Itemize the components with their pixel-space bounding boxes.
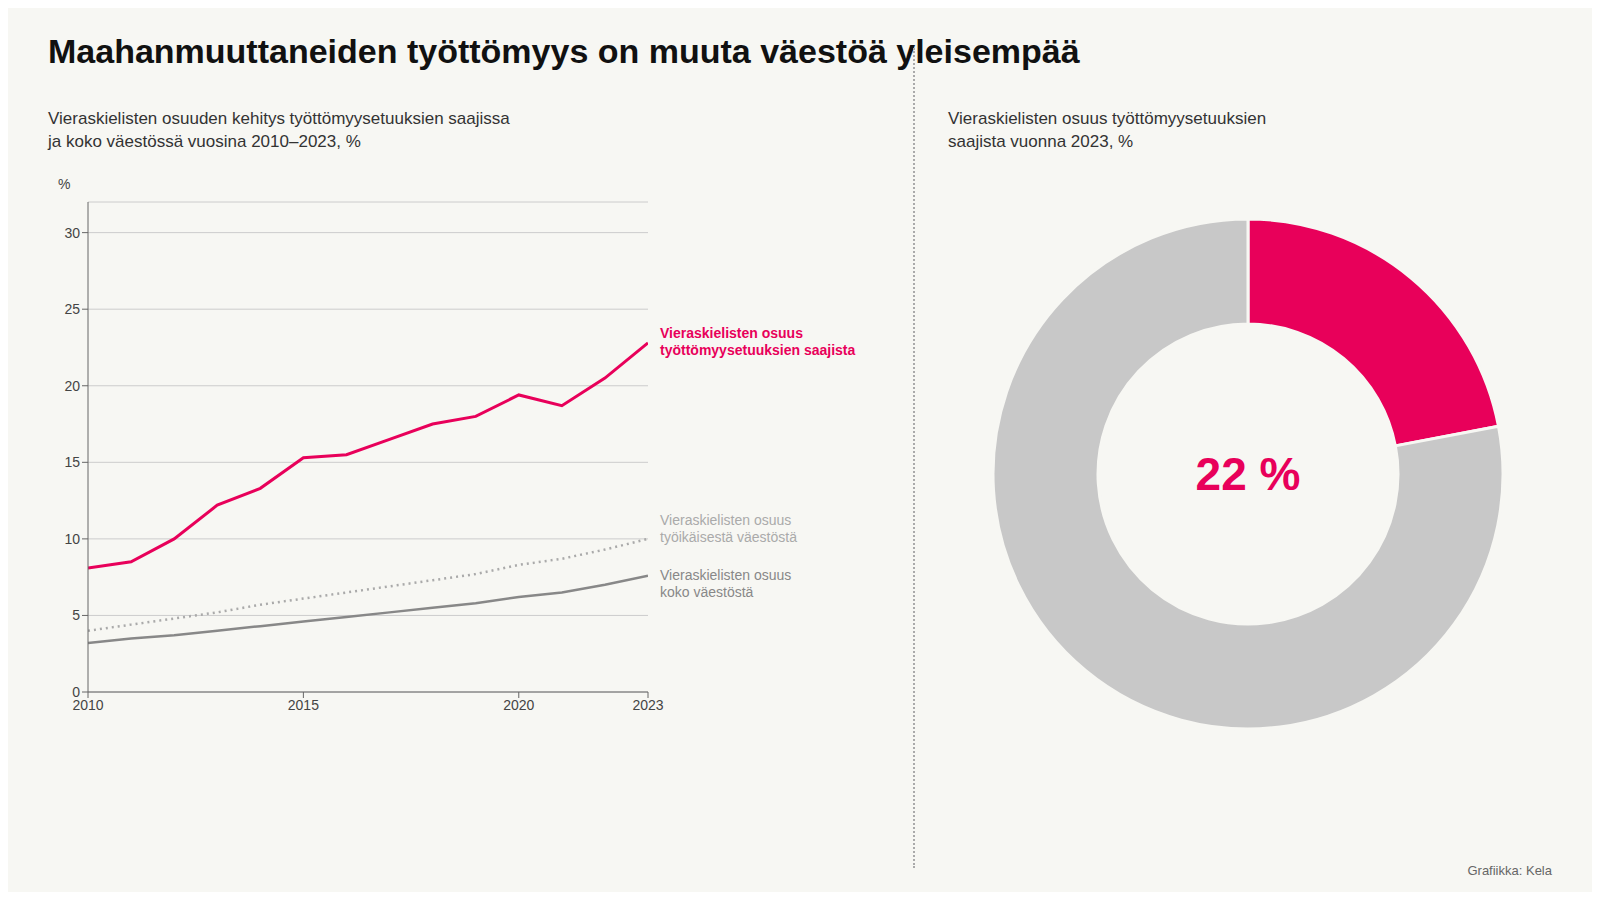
html-text:Maahanmuuttaneiden työttömyys: Maahanmuuttaneiden työttömyys on muuta v… bbox=[48, 32, 1080, 70]
html-text:22 %: 22 % bbox=[1195, 447, 1301, 500]
svg-text:Vieraskielisten osuuskoko väes: Vieraskielisten osuuskoko väestöstä bbox=[660, 567, 791, 600]
html-text:Vieraskielisten osuuden kehity: Vieraskielisten osuuden kehitys työttömy… bbox=[48, 109, 510, 151]
svg-text:25: 25 bbox=[64, 301, 80, 317]
svg-text:10: 10 bbox=[64, 531, 80, 547]
svg-text:20: 20 bbox=[64, 378, 80, 394]
svg-text:2015: 2015 bbox=[288, 697, 319, 713]
svg-text:0: 0 bbox=[72, 684, 80, 700]
html-text:Grafiikka: Kela: Grafiikka: Kela bbox=[1467, 863, 1552, 878]
svg-text:30: 30 bbox=[64, 224, 80, 240]
svg-text:Vieraskielisten osuustyöikäise: Vieraskielisten osuustyöikäisestä väestö… bbox=[660, 512, 797, 545]
html-text:Vieraskielisten osuus työttömy: Vieraskielisten osuus työttömyysetuuksie… bbox=[948, 109, 1267, 151]
svg-text:2010: 2010 bbox=[72, 696, 104, 713]
svg-text:15: 15 bbox=[64, 454, 80, 470]
svg-text:5: 5 bbox=[72, 607, 80, 623]
svg-text:2023: 2023 bbox=[632, 697, 663, 713]
svg-text:2020: 2020 bbox=[503, 697, 534, 713]
svg-text:Vieraskielisten osuustyöttömyy: Vieraskielisten osuustyöttömyysetuuksien… bbox=[660, 325, 856, 358]
